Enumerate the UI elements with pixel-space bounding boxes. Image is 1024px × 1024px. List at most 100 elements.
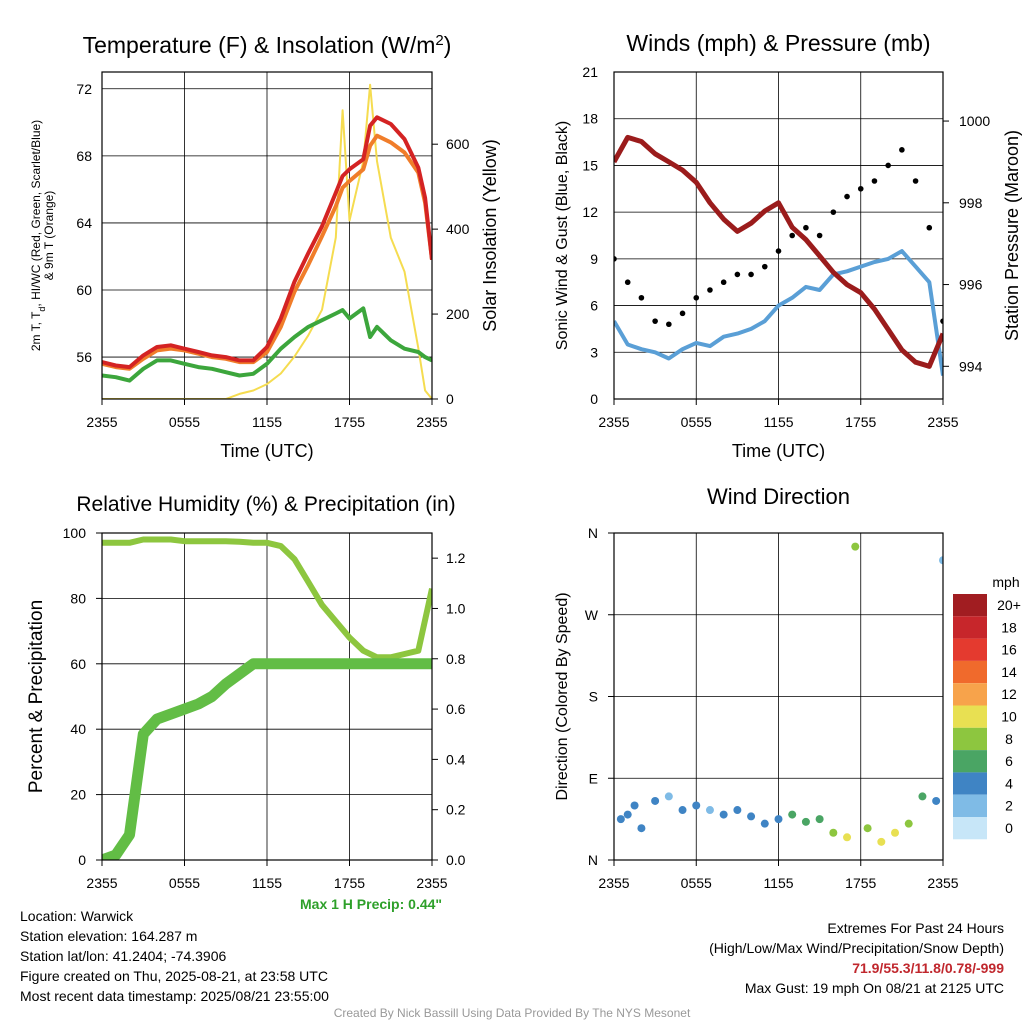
gust-point: [638, 294, 645, 301]
wind-direction-legend-swatch: [953, 638, 987, 661]
temperature-ytick-label: 56: [76, 349, 92, 365]
wind-direction-legend-label: 4: [1005, 775, 1013, 791]
wind-direction-point: [863, 824, 872, 833]
winds-ytick-label: 6: [590, 298, 598, 314]
wind-direction-point: [774, 815, 783, 824]
winds-y2tick-label: 994: [959, 358, 983, 374]
temperature-ylabel-sub: d: [37, 307, 47, 312]
humidity-xtick-label: 1155: [252, 875, 282, 891]
wind-direction-ytick-label: W: [585, 607, 599, 623]
wind-direction-point: [630, 801, 639, 810]
wind-direction-point: [801, 817, 810, 826]
gust-point: [614, 256, 617, 262]
humidity-y2tick-label: 0.2: [446, 802, 466, 818]
temperature-xtick-label: 2355: [416, 414, 447, 430]
gust-point: [940, 318, 943, 324]
station-latlon: Station lat/lon: 41.2404; -74.3906: [20, 948, 227, 964]
gust-point: [720, 279, 727, 286]
winds-title: Winds (mph) & Pressure (mb): [626, 30, 930, 56]
extremes-values: 71.9/55.3/11.8/0.78/-999: [852, 960, 1004, 976]
winds-y2tick-label: 1000: [959, 113, 990, 129]
credit-line: Created By Nick Bassill Using Data Provi…: [333, 1006, 691, 1020]
temperature-ylabel: 2m T, Td, HI/WC (Red, Green, Scarlet/Blu…: [29, 120, 47, 351]
winds-y2tick-label: 996: [959, 277, 983, 293]
wind-direction-point: [843, 833, 852, 842]
wind-direction-point: [664, 792, 673, 801]
wind-direction-plot-area: [616, 542, 943, 846]
temperature-title-main: Temperature (F) & Insolation (W/m: [83, 32, 436, 58]
wind-direction-point: [904, 819, 913, 828]
extremes-title: Extremes For Past 24 Hours: [827, 920, 1004, 936]
winds-y2label: Station Pressure (Maroon): [1002, 130, 1022, 341]
winds-ytick-label: 0: [590, 391, 598, 407]
temperature-ylabel-b: , HI/WC (Red, Green, Scarlet/Blue): [29, 120, 43, 307]
gust-point: [899, 147, 905, 153]
humidity-xtick-label: 0555: [169, 875, 200, 891]
temperature-xtick-label: 0555: [169, 414, 200, 430]
wind-direction-legend-title: mph: [992, 574, 1019, 590]
temperature-title-sup: 2: [435, 32, 443, 49]
wind-direction-legend-swatch: [953, 750, 987, 773]
max-gust: Max Gust: 19 mph On 08/21 at 2125 UTC: [744, 980, 1004, 996]
humidity-title: Relative Humidity (%) & Precipitation (i…: [76, 493, 455, 516]
data-timestamp: Most recent data timestamp: 2025/08/21 2…: [20, 988, 329, 1004]
humidity-xtick-label: 2355: [86, 875, 117, 891]
wind-direction-point: [760, 819, 769, 828]
temperature-title: Temperature (F) & Insolation (W/m2): [83, 32, 452, 59]
wind-direction-xtick-label: 0555: [681, 875, 712, 891]
gust-point: [912, 178, 919, 184]
winds-plot-area: [614, 134, 943, 376]
dewpoint-line: [102, 306, 432, 383]
station-info: Location: Warwick Station elevation: 164…: [20, 906, 329, 1006]
gust-point: [693, 294, 700, 301]
temperature-y2tick-label: 200: [446, 306, 470, 322]
wind-direction-point: [678, 806, 687, 815]
winds-y2tick-label: 998: [959, 195, 983, 211]
gust-point: [926, 224, 933, 231]
wind-direction-point: [851, 542, 860, 551]
wind-direction-legend-label: 12: [1001, 686, 1017, 702]
wind-direction-legend-label: 16: [1001, 642, 1017, 658]
humidity-plot-area: [102, 536, 432, 860]
winds-xtick-label: 0555: [681, 414, 712, 430]
wind-direction-legend-swatch: [953, 594, 987, 617]
wind-direction-point: [788, 810, 797, 819]
humidity-ytick-label: 100: [63, 525, 87, 541]
insolation-line: [102, 83, 432, 399]
pressure-line: [614, 134, 943, 369]
max-hourly-precip-note: Max 1 H Precip: 0.44": [300, 896, 443, 912]
winds-ytick-label: 15: [582, 157, 598, 173]
humidity-y2tick-label: 1.2: [446, 550, 466, 566]
wind-direction-point: [637, 824, 646, 833]
wind-direction-point: [932, 796, 941, 805]
wind-direction-legend-label: 6: [1005, 753, 1013, 769]
wind-direction-legend-swatch: [953, 660, 987, 684]
wind-speed-line: [614, 249, 943, 376]
winds-xtick-label: 2355: [927, 414, 958, 430]
wind-direction-legend-swatch: [953, 817, 987, 840]
wind-direction-legend-label: 20+: [997, 597, 1021, 613]
wind-direction-legend-label: 14: [1001, 664, 1017, 680]
winds-xtick-label: 2355: [598, 414, 629, 430]
temperature-ytick-label: 72: [76, 81, 92, 97]
station-elevation: Station elevation: 164.287 m: [20, 928, 198, 944]
humidity-xtick-label: 1755: [334, 875, 365, 891]
winds-xlabel: Time (UTC): [732, 441, 825, 461]
extremes-subtitle: (High/Low/Max Wind/Precipitation/Snow De…: [709, 940, 1004, 956]
gust-point: [734, 271, 741, 278]
winds-ytick-label: 21: [582, 64, 598, 80]
gust-point: [748, 271, 754, 278]
wind-direction-xtick-label: 2355: [598, 875, 629, 891]
wind-direction-point: [939, 556, 943, 565]
humidity-y2tick-label: 0.0: [446, 852, 466, 868]
temperature-y2tick-label: 600: [446, 136, 470, 152]
extremes-info: Extremes For Past 24 Hours (High/Low/Max…: [709, 918, 1004, 998]
temperature-y2tick-label: 0: [446, 391, 454, 407]
humidity-ytick-label: 60: [70, 656, 86, 672]
winds-xtick-label: 1155: [763, 414, 793, 430]
winds-xtick-label: 1755: [845, 414, 876, 430]
wind-direction-legend-swatch: [953, 683, 987, 706]
wind-direction-ylabel: Direction (Colored By Speed): [554, 592, 571, 800]
wind-direction-point: [829, 828, 838, 837]
humidity-ylabel: Percent & Precipitation: [26, 600, 47, 793]
